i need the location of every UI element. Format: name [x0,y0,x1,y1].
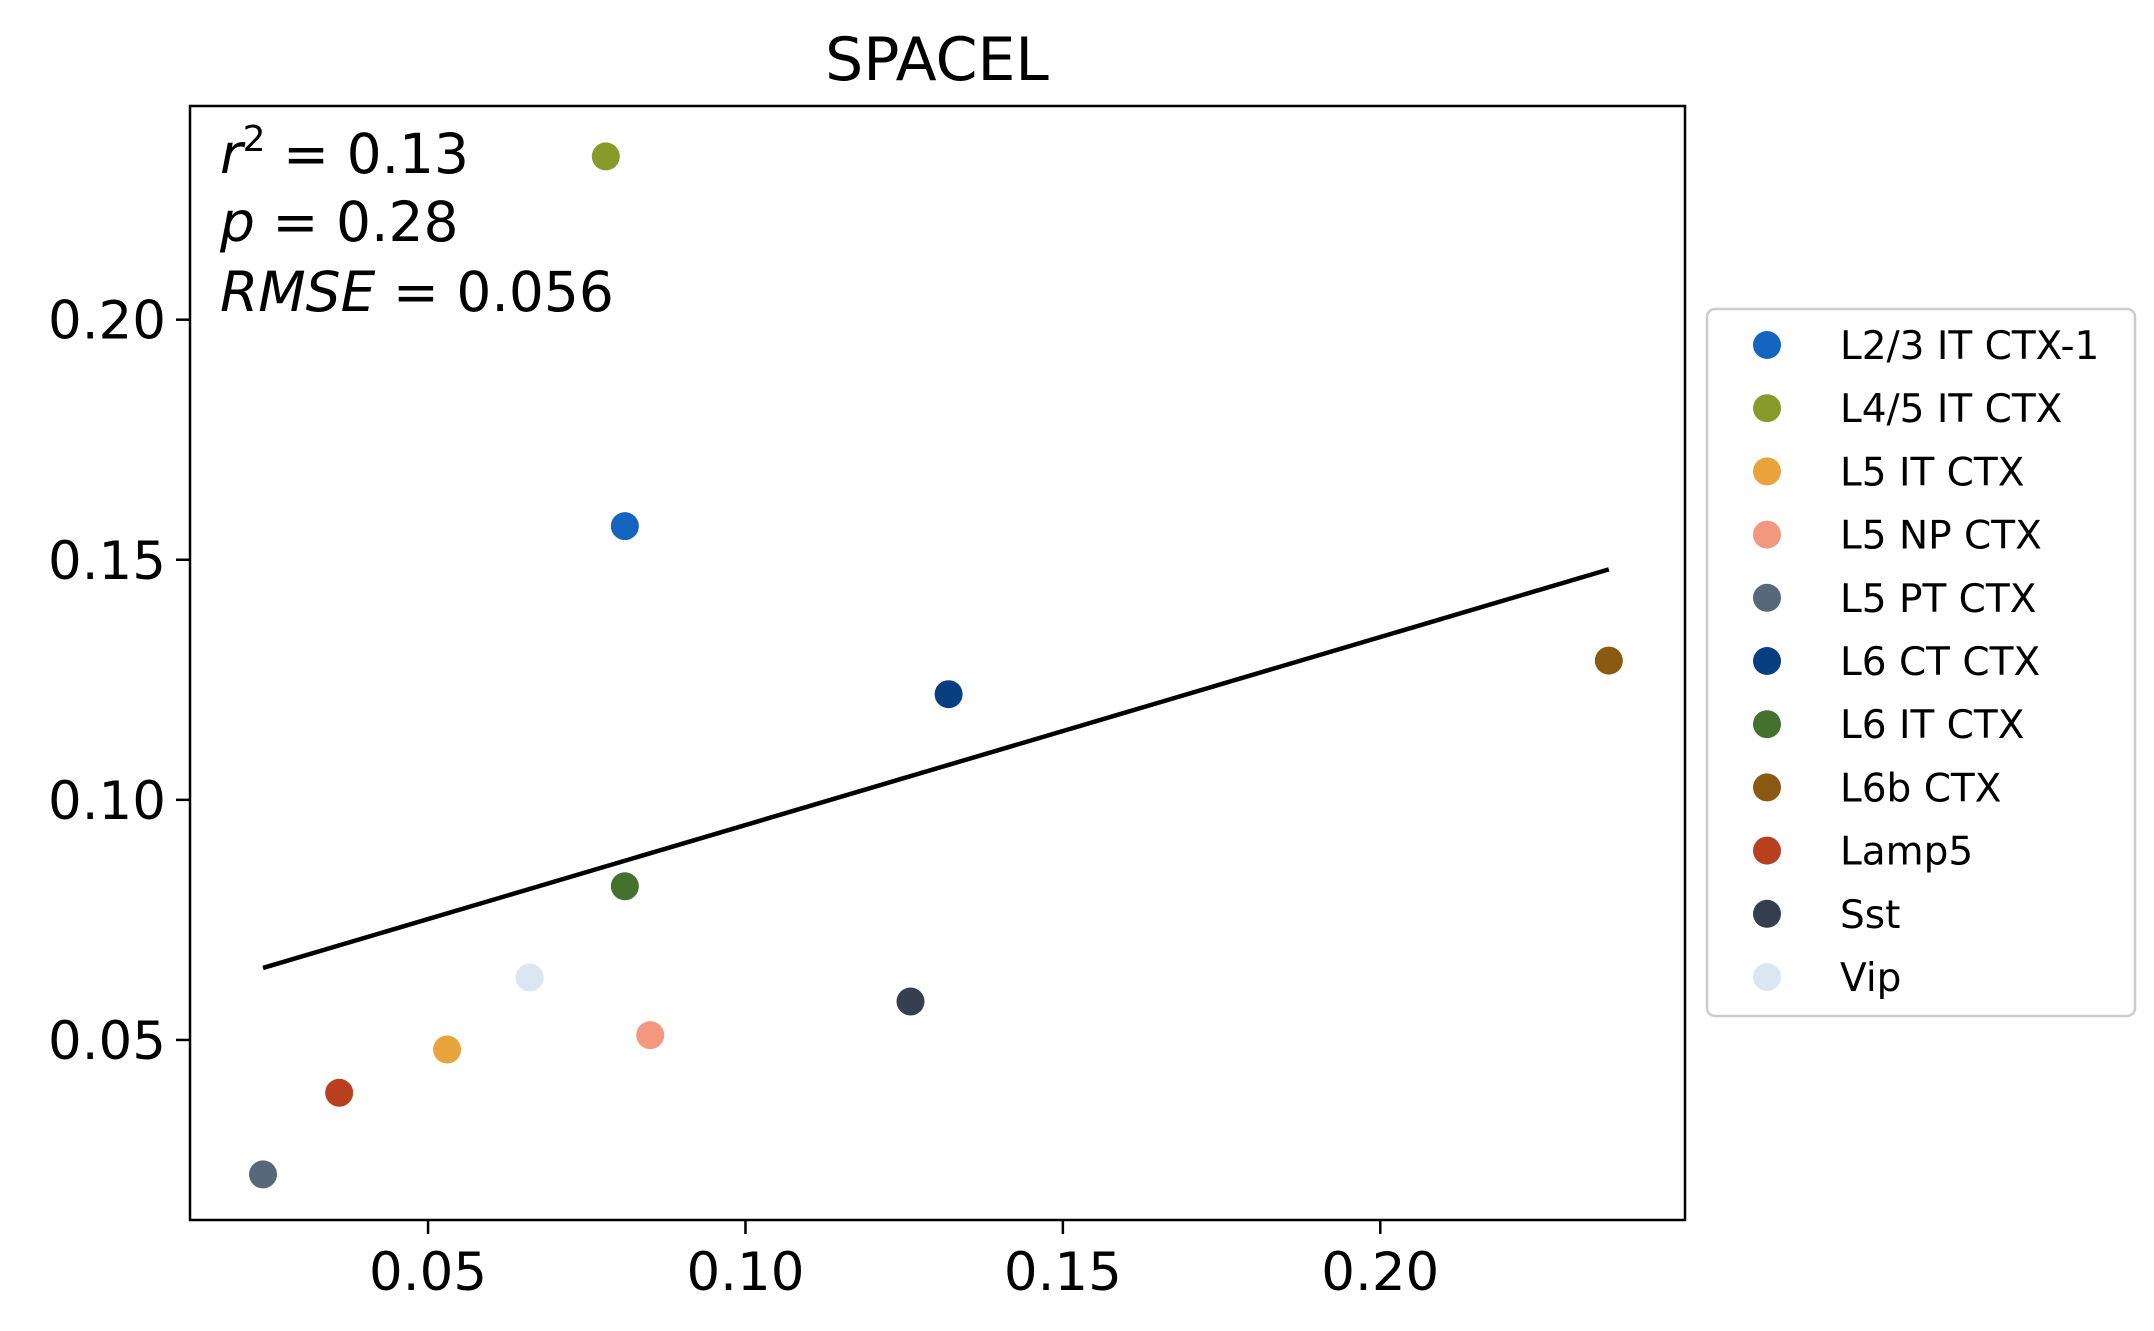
plot-area [188,104,1687,1222]
data-point [896,987,925,1016]
legend-label: L6b CTX [1840,766,2001,811]
data-point [591,142,620,171]
legend-marker [1753,710,1781,739]
y-tick-label: 0.05 [48,1011,166,1072]
legend-marker [1753,647,1781,675]
regression-line [262,567,1610,971]
legend-marker [1753,331,1781,359]
legend: L2/3 IT CTX-1 L4/5 IT CTX L5 IT CTX L5 NP C… [1705,307,2137,1018]
x-tick-label: 0.10 [686,1242,804,1303]
r2-value: = 0.13 [266,122,470,186]
y-tick-label: 0.20 [48,291,166,352]
r2-superscript: 2 [243,119,266,160]
legend-label: L6 IT CTX [1840,703,2024,748]
x-tick-label: 0.15 [1004,1242,1122,1303]
legend-label: L5 PT CTX [1840,577,2036,622]
y-axis: 0.05 0.10 0.15 0.20 [48,291,190,1072]
y-tick-label: 0.10 [48,771,166,832]
data-point [610,872,639,901]
data-point [934,680,963,709]
data-points [249,142,1623,1189]
legend-label: Lamp5 [1840,830,1973,875]
data-point [325,1078,354,1107]
legend-marker [1753,836,1781,865]
legend-marker [1753,899,1781,928]
r2-annotation: r2 = 0.13 [220,119,469,186]
p-annotation: p = 0.28 [219,190,458,254]
legend-label: L6 CT CTX [1840,640,2040,685]
data-point [610,512,639,541]
legend-label: Vip [1840,956,1901,1001]
y-tick-label: 0.15 [48,531,166,592]
p-value: = 0.28 [255,190,459,254]
data-point [433,1035,462,1064]
data-point [515,963,544,992]
rmse-symbol: RMSE [220,260,376,324]
legend-label: L4/5 IT CTX [1840,387,2062,432]
legend-box [1705,307,2137,1018]
legend-marker [1753,583,1781,612]
stats-annotation: r2 = 0.13 p = 0.28 RMSE = 0.056 [219,119,614,324]
x-tick-label: 0.05 [369,1242,487,1303]
chart-title: SPACEL [825,25,1049,95]
legend-marker [1753,520,1781,549]
legend-marker [1753,457,1781,486]
x-tick-label: 0.20 [1321,1242,1439,1303]
legend-label: L5 IT CTX [1840,450,2024,495]
data-point [636,1021,665,1050]
r2-symbol: r [220,122,246,186]
data-point [249,1160,278,1189]
legend-label: L2/3 IT CTX-1 [1840,324,2099,369]
legend-marker [1753,963,1781,991]
rmse-annotation: RMSE = 0.056 [220,260,614,324]
data-point [1594,646,1623,675]
legend-marker [1753,773,1781,802]
rmse-value: = 0.056 [375,260,614,324]
x-axis: 0.05 0.10 0.15 0.20 [369,1220,1439,1303]
legend-label: Sst [1840,893,1900,938]
p-symbol: p [219,190,255,254]
legend-marker [1753,394,1781,423]
legend-label: L5 NP CTX [1840,514,2042,559]
